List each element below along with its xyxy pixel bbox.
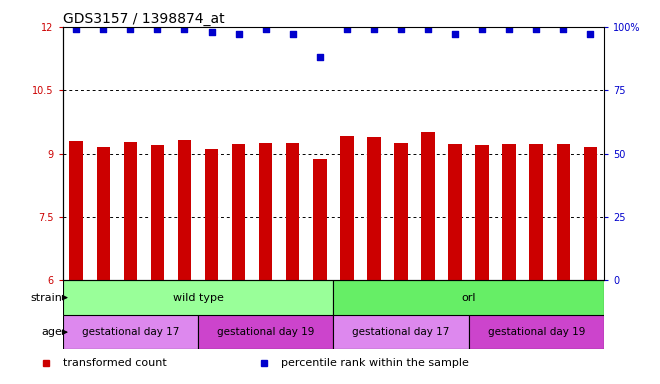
Text: strain: strain (31, 293, 63, 303)
Text: orl: orl (461, 293, 476, 303)
Bar (469, 315, 604, 349)
Text: transformed count: transformed count (63, 358, 166, 368)
Text: age: age (42, 327, 63, 337)
Point (450, 31, 461, 38)
Bar (556, 144, 570, 280)
Bar (529, 144, 543, 280)
Bar (475, 145, 489, 280)
Point (368, 26, 379, 33)
Point (531, 26, 541, 33)
Bar (286, 143, 300, 280)
Bar (583, 147, 597, 280)
Point (287, 31, 298, 38)
Bar (448, 144, 462, 280)
Bar (178, 140, 191, 280)
Text: GDS3157 / 1398874_at: GDS3157 / 1398874_at (63, 12, 224, 26)
Bar (367, 137, 381, 280)
Bar (421, 132, 435, 280)
Point (314, 54, 325, 60)
Point (342, 26, 352, 33)
Point (152, 26, 162, 33)
Text: gestational day 19: gestational day 19 (217, 327, 314, 337)
Bar (259, 144, 273, 280)
Point (260, 26, 271, 33)
Text: wild type: wild type (172, 293, 224, 303)
Text: gestational day 17: gestational day 17 (352, 327, 449, 337)
Point (585, 31, 595, 38)
Bar (150, 145, 164, 280)
Point (206, 29, 216, 35)
Point (234, 31, 244, 38)
Bar (198, 315, 333, 349)
Bar (123, 142, 137, 280)
Bar (63, 280, 333, 315)
Point (179, 26, 190, 33)
Text: gestational day 19: gestational day 19 (488, 327, 585, 337)
Point (558, 26, 568, 33)
Point (98, 26, 108, 33)
Point (71, 26, 82, 33)
Bar (69, 141, 83, 280)
Bar (232, 144, 246, 280)
Bar (333, 315, 469, 349)
Point (504, 26, 515, 33)
Bar (96, 147, 110, 280)
Text: gestational day 17: gestational day 17 (82, 327, 179, 337)
Text: percentile rank within the sample: percentile rank within the sample (280, 358, 469, 368)
Bar (502, 144, 516, 280)
Bar (340, 136, 354, 280)
Point (422, 26, 433, 33)
Bar (313, 159, 327, 280)
Bar (394, 143, 408, 280)
Point (477, 26, 487, 33)
Bar (333, 280, 604, 315)
Bar (205, 149, 218, 280)
Point (395, 26, 406, 33)
Point (125, 26, 136, 33)
Bar (63, 315, 198, 349)
